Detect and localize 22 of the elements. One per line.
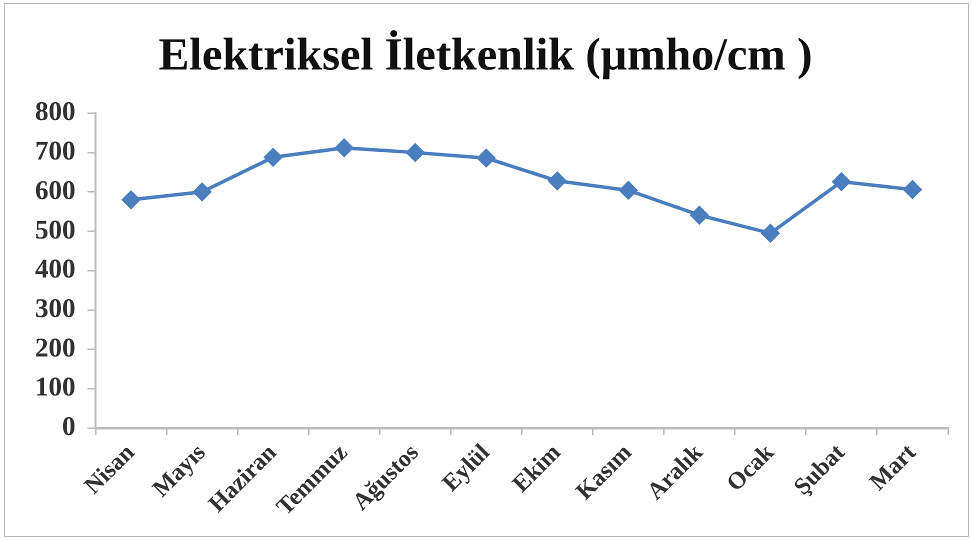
point [334, 138, 354, 158]
point [476, 148, 496, 168]
point [406, 143, 425, 162]
y-tick-label: 200 [35, 332, 76, 362]
chart-title: Elektriksel İletkenlik (µmho/cm ) [158, 28, 812, 80]
point [192, 182, 212, 202]
y-tick-label: 600 [35, 174, 76, 205]
y-tick-label: 800 [35, 96, 76, 126]
y-tick-label: 500 [35, 214, 76, 244]
point [760, 224, 780, 243]
y-tick-label: 400 [35, 254, 76, 284]
point [832, 172, 851, 192]
point [264, 148, 283, 167]
y-tick-label: 300 [35, 292, 76, 323]
point [548, 171, 567, 190]
point [690, 206, 709, 225]
point [122, 190, 141, 210]
y-tick-label: 700 [35, 136, 76, 166]
y-tick-label: 100 [35, 372, 76, 402]
point [902, 180, 922, 200]
point [618, 180, 638, 200]
y-tick-label: 0 [62, 411, 76, 442]
